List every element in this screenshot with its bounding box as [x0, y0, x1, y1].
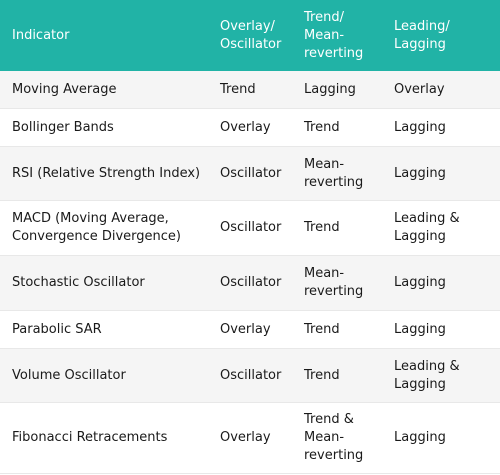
table-row: MACD (Moving Average, Convergence Diverg…	[0, 201, 500, 256]
cell-leading-lagging: Lagging	[394, 430, 446, 445]
cell-overlay-oscillator: Overlay	[220, 119, 271, 135]
cell-overlay-oscillator: Oscillator	[220, 220, 282, 235]
cell-indicator: Stochastic Oscillator	[12, 275, 145, 290]
cell-leading-lagging: Lagging	[394, 119, 446, 135]
cell-indicator: Bollinger Bands	[12, 119, 114, 135]
cell-leading-lagging: Overlay	[394, 81, 445, 97]
header-trend-mean-reverting: Trend/ Mean- reverting	[304, 9, 364, 61]
cell-overlay-oscillator: Oscillator	[220, 165, 282, 181]
cell-overlay-oscillator: Overlay	[220, 430, 271, 445]
cell-trend-mean-reverting: Trend	[304, 119, 340, 135]
cell-leading-lagging: Lagging	[394, 275, 446, 290]
table-header-row: Indicator Overlay/ Oscillator Trend/ Mea…	[0, 0, 500, 71]
table-row: Fibonacci Retracements Overlay Trend & M…	[0, 403, 500, 474]
cell-trend-mean-reverting: Trend	[304, 220, 340, 235]
header-overlay-oscillator: Overlay/ Oscillator	[220, 18, 282, 52]
header-indicator: Indicator	[12, 27, 70, 43]
table-row: Parabolic SAR Overlay Trend Lagging	[0, 311, 500, 349]
cell-indicator: MACD (Moving Average, Convergence Diverg…	[12, 211, 181, 244]
cell-leading-lagging: Lagging	[394, 165, 446, 181]
cell-indicator: Parabolic SAR	[12, 321, 102, 337]
cell-indicator: Fibonacci Retracements	[12, 430, 168, 445]
cell-trend-mean-reverting: Trend	[304, 367, 340, 383]
cell-indicator: RSI (Relative Strength Index)	[12, 165, 201, 181]
cell-leading-lagging: Leading & Lagging	[394, 358, 460, 392]
cell-trend-mean-reverting: Lagging	[304, 81, 356, 97]
cell-overlay-oscillator: Oscillator	[220, 367, 282, 383]
cell-overlay-oscillator: Trend	[220, 81, 256, 97]
cell-overlay-oscillator: Overlay	[220, 321, 271, 337]
cell-leading-lagging: Lagging	[394, 321, 446, 337]
cell-trend-mean-reverting: Mean- reverting	[304, 156, 364, 190]
cell-overlay-oscillator: Oscillator	[220, 275, 282, 290]
table-row: Moving Average Trend Lagging Overlay	[0, 71, 500, 109]
cell-indicator: Moving Average	[12, 81, 117, 97]
cell-trend-mean-reverting: Trend	[304, 321, 340, 337]
cell-leading-lagging: Leading & Lagging	[394, 211, 460, 244]
table-row: Bollinger Bands Overlay Trend Lagging	[0, 109, 500, 147]
table-row: RSI (Relative Strength Index) Oscillator…	[0, 147, 500, 201]
table-row: Stochastic Oscillator Oscillator Mean- r…	[0, 256, 500, 311]
cell-trend-mean-reverting: Mean- reverting	[304, 266, 364, 299]
cell-indicator: Volume Oscillator	[12, 367, 126, 383]
table-row: Volume Oscillator Oscillator Trend Leadi…	[0, 349, 500, 403]
header-leading-lagging: Leading/ Lagging	[394, 18, 450, 52]
cell-trend-mean-reverting: Trend & Mean- reverting	[304, 412, 364, 463]
